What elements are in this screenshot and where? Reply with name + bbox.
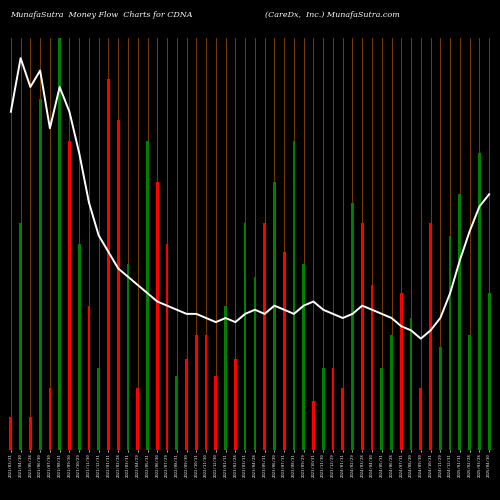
Bar (390, 334, 393, 450)
Bar (156, 182, 158, 450)
Bar (292, 140, 296, 450)
Bar (264, 223, 266, 450)
Bar (342, 388, 344, 450)
Bar (429, 223, 432, 450)
Bar (214, 376, 217, 450)
Bar (195, 334, 198, 450)
Bar (488, 293, 490, 450)
Bar (88, 306, 90, 450)
Bar (166, 244, 168, 450)
Text: MunafaSutra  Money Flow  Charts for CDNA: MunafaSutra Money Flow Charts for CDNA (10, 10, 192, 18)
Bar (468, 334, 471, 450)
Bar (126, 264, 130, 450)
Bar (312, 400, 315, 450)
Bar (361, 223, 364, 450)
Bar (234, 359, 236, 450)
Bar (283, 252, 286, 450)
Bar (254, 277, 256, 450)
Bar (439, 347, 442, 450)
Bar (107, 79, 110, 450)
Bar (176, 376, 178, 450)
Bar (322, 368, 324, 450)
Bar (410, 318, 412, 450)
Bar (68, 140, 71, 450)
Bar (302, 264, 305, 450)
Bar (370, 285, 374, 450)
Bar (10, 417, 12, 450)
Bar (204, 334, 208, 450)
Bar (58, 38, 61, 450)
Bar (78, 244, 80, 450)
Bar (117, 120, 119, 450)
Bar (273, 182, 276, 450)
Bar (448, 236, 452, 450)
Bar (136, 388, 139, 450)
Bar (244, 223, 246, 450)
Bar (48, 388, 51, 450)
Bar (420, 388, 422, 450)
Bar (185, 359, 188, 450)
Bar (39, 100, 42, 450)
Text: (CareDx,  Inc.) MunafaSutra.com: (CareDx, Inc.) MunafaSutra.com (265, 10, 400, 18)
Bar (146, 140, 149, 450)
Bar (224, 306, 227, 450)
Bar (380, 368, 383, 450)
Bar (20, 223, 22, 450)
Bar (351, 202, 354, 450)
Bar (478, 153, 480, 450)
Bar (98, 368, 100, 450)
Bar (332, 368, 334, 450)
Bar (29, 417, 32, 450)
Bar (400, 293, 402, 450)
Bar (458, 194, 461, 450)
